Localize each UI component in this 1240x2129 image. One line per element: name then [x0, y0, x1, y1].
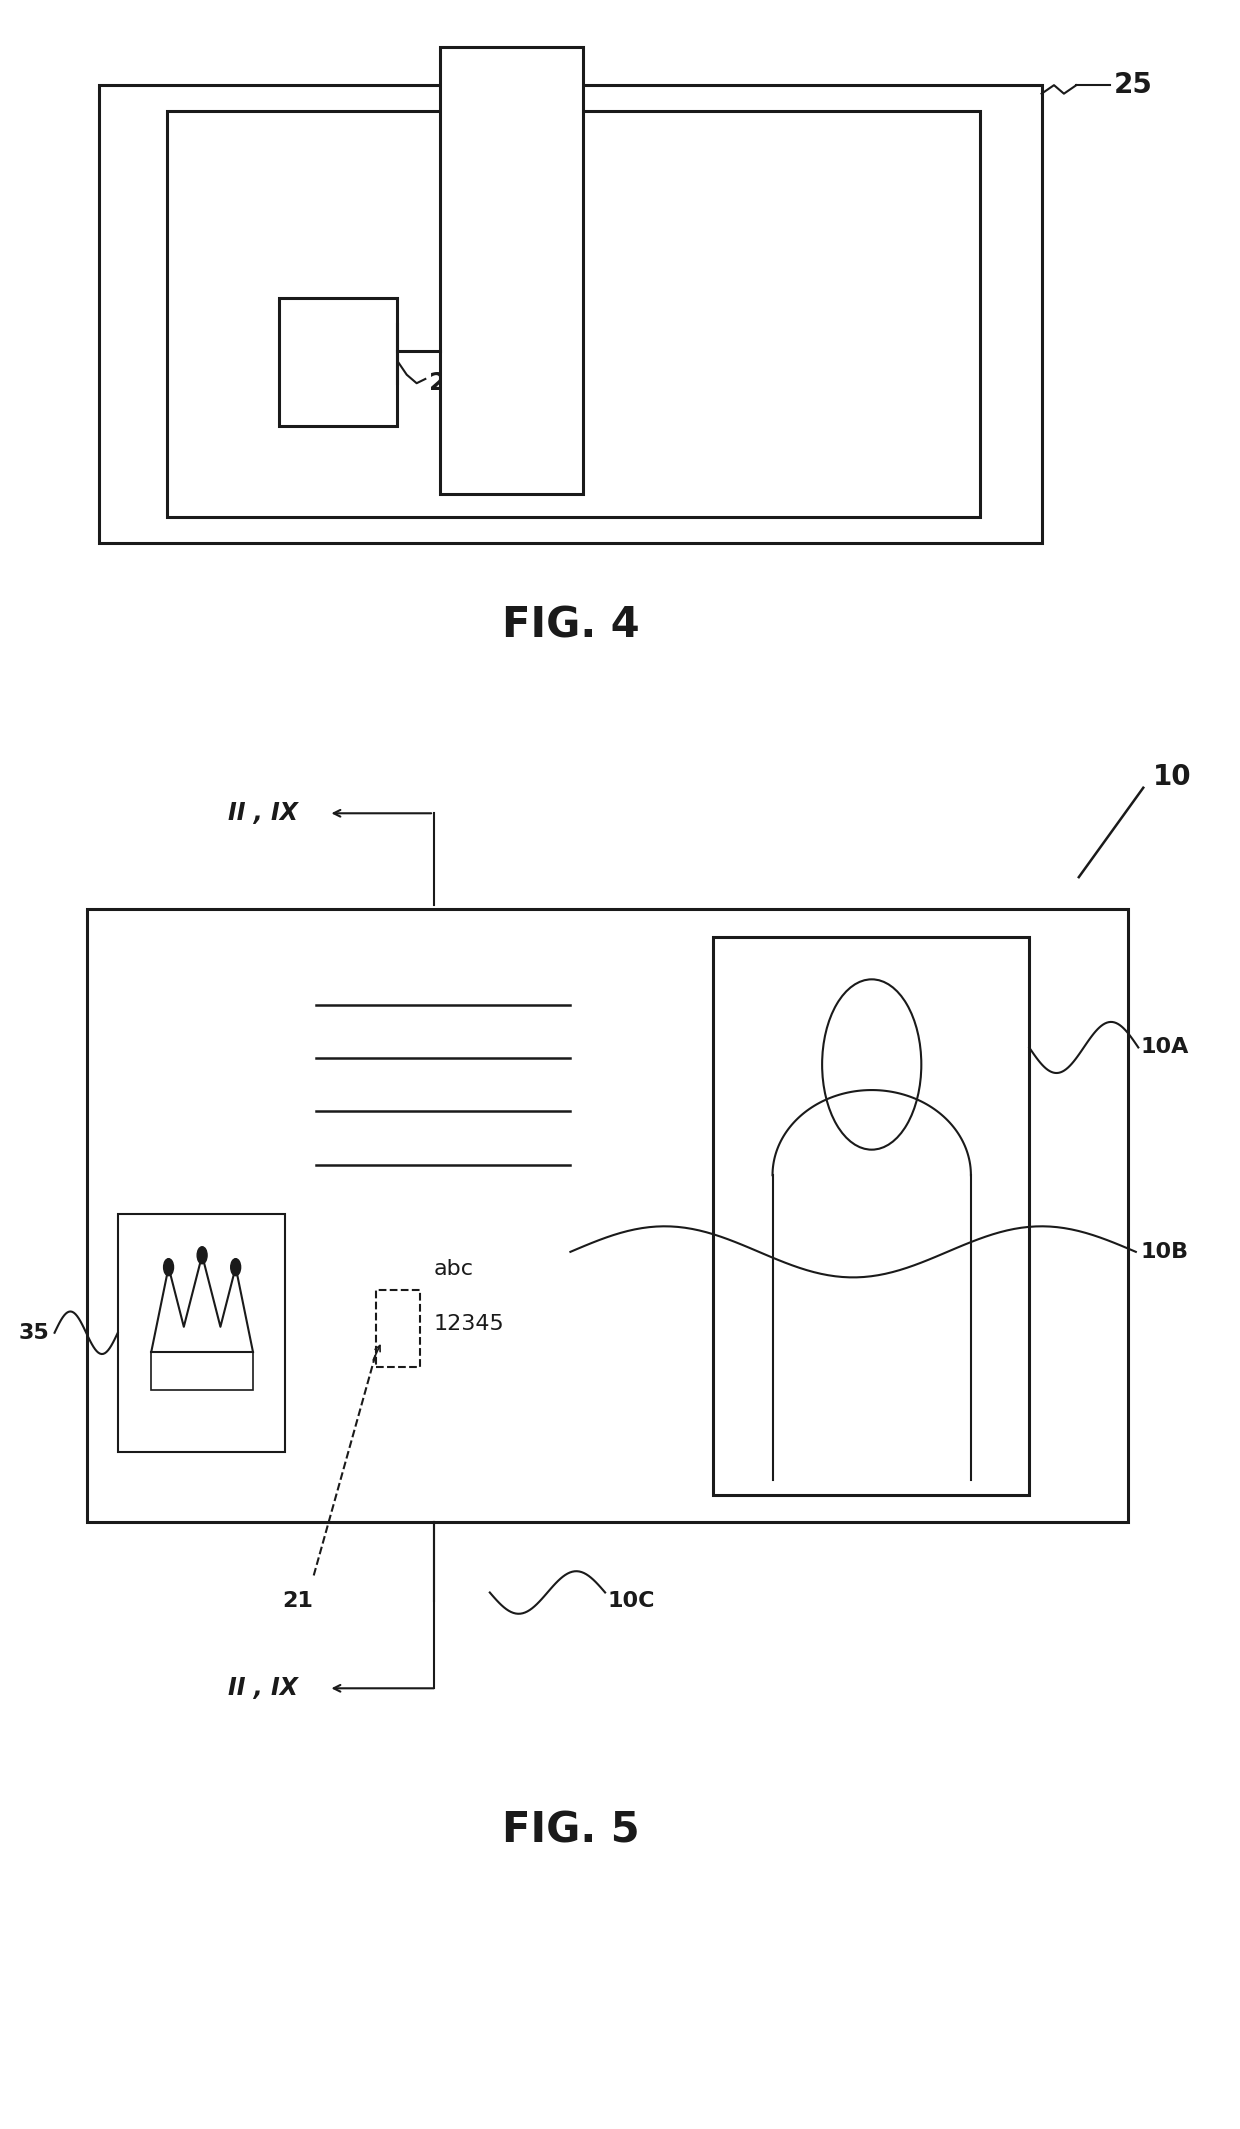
Text: 35: 35	[19, 1322, 50, 1343]
Bar	[167, 111, 980, 517]
Circle shape	[822, 979, 921, 1150]
Circle shape	[231, 1258, 241, 1275]
Bar	[151, 1352, 253, 1390]
Text: FIG. 4: FIG. 4	[502, 605, 639, 647]
Text: 21: 21	[283, 1590, 312, 1612]
Circle shape	[197, 1248, 207, 1265]
Text: 20: 20	[429, 370, 464, 396]
Bar	[713, 937, 1029, 1495]
Text: II , IX: II , IX	[228, 801, 298, 826]
Text: 25: 25	[1114, 70, 1152, 100]
Text: FIG. 5: FIG. 5	[502, 1810, 639, 1852]
Text: 10A: 10A	[1141, 1037, 1189, 1058]
Text: II , IX: II , IX	[228, 1676, 298, 1701]
Text: 12345: 12345	[434, 1314, 505, 1335]
Text: 10B: 10B	[1141, 1241, 1189, 1262]
Bar	[118, 1214, 285, 1452]
Bar	[87, 909, 1128, 1522]
Bar	[440, 47, 583, 494]
Text: abc: abc	[434, 1258, 474, 1280]
Circle shape	[164, 1258, 174, 1275]
Text: 10: 10	[1153, 762, 1192, 792]
Bar	[99, 85, 1042, 543]
Bar	[279, 298, 397, 426]
Text: 10C: 10C	[608, 1590, 655, 1612]
Bar	[376, 1290, 420, 1367]
